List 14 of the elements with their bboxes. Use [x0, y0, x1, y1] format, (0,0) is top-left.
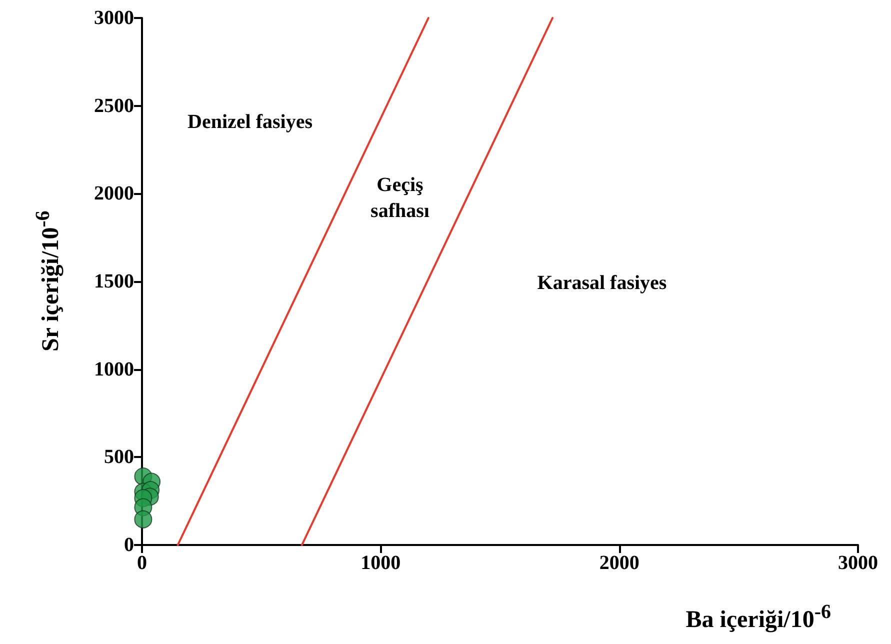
- y-tick-label: 2500: [94, 94, 134, 117]
- y-tick-label: 0: [124, 534, 134, 556]
- y-tick-label: 1500: [94, 270, 134, 292]
- annotation: Denizel fasiyes: [188, 111, 313, 133]
- y-tick-label: 500: [104, 446, 134, 468]
- x-tick-label: 3000: [838, 552, 878, 574]
- y-tick-label: 3000: [94, 7, 134, 29]
- x-axis-title: Ba içeriği/10$^{-6}$: [686, 600, 831, 634]
- annotation: Karasal fasiyes: [537, 272, 667, 294]
- annotation: Geçiş safhası: [370, 174, 430, 222]
- x-tick-label: 2000: [599, 552, 640, 574]
- y-tick-label: 1000: [94, 358, 134, 380]
- y-tick-label: 2000: [94, 182, 134, 205]
- x-tick-label: 1000: [360, 552, 401, 574]
